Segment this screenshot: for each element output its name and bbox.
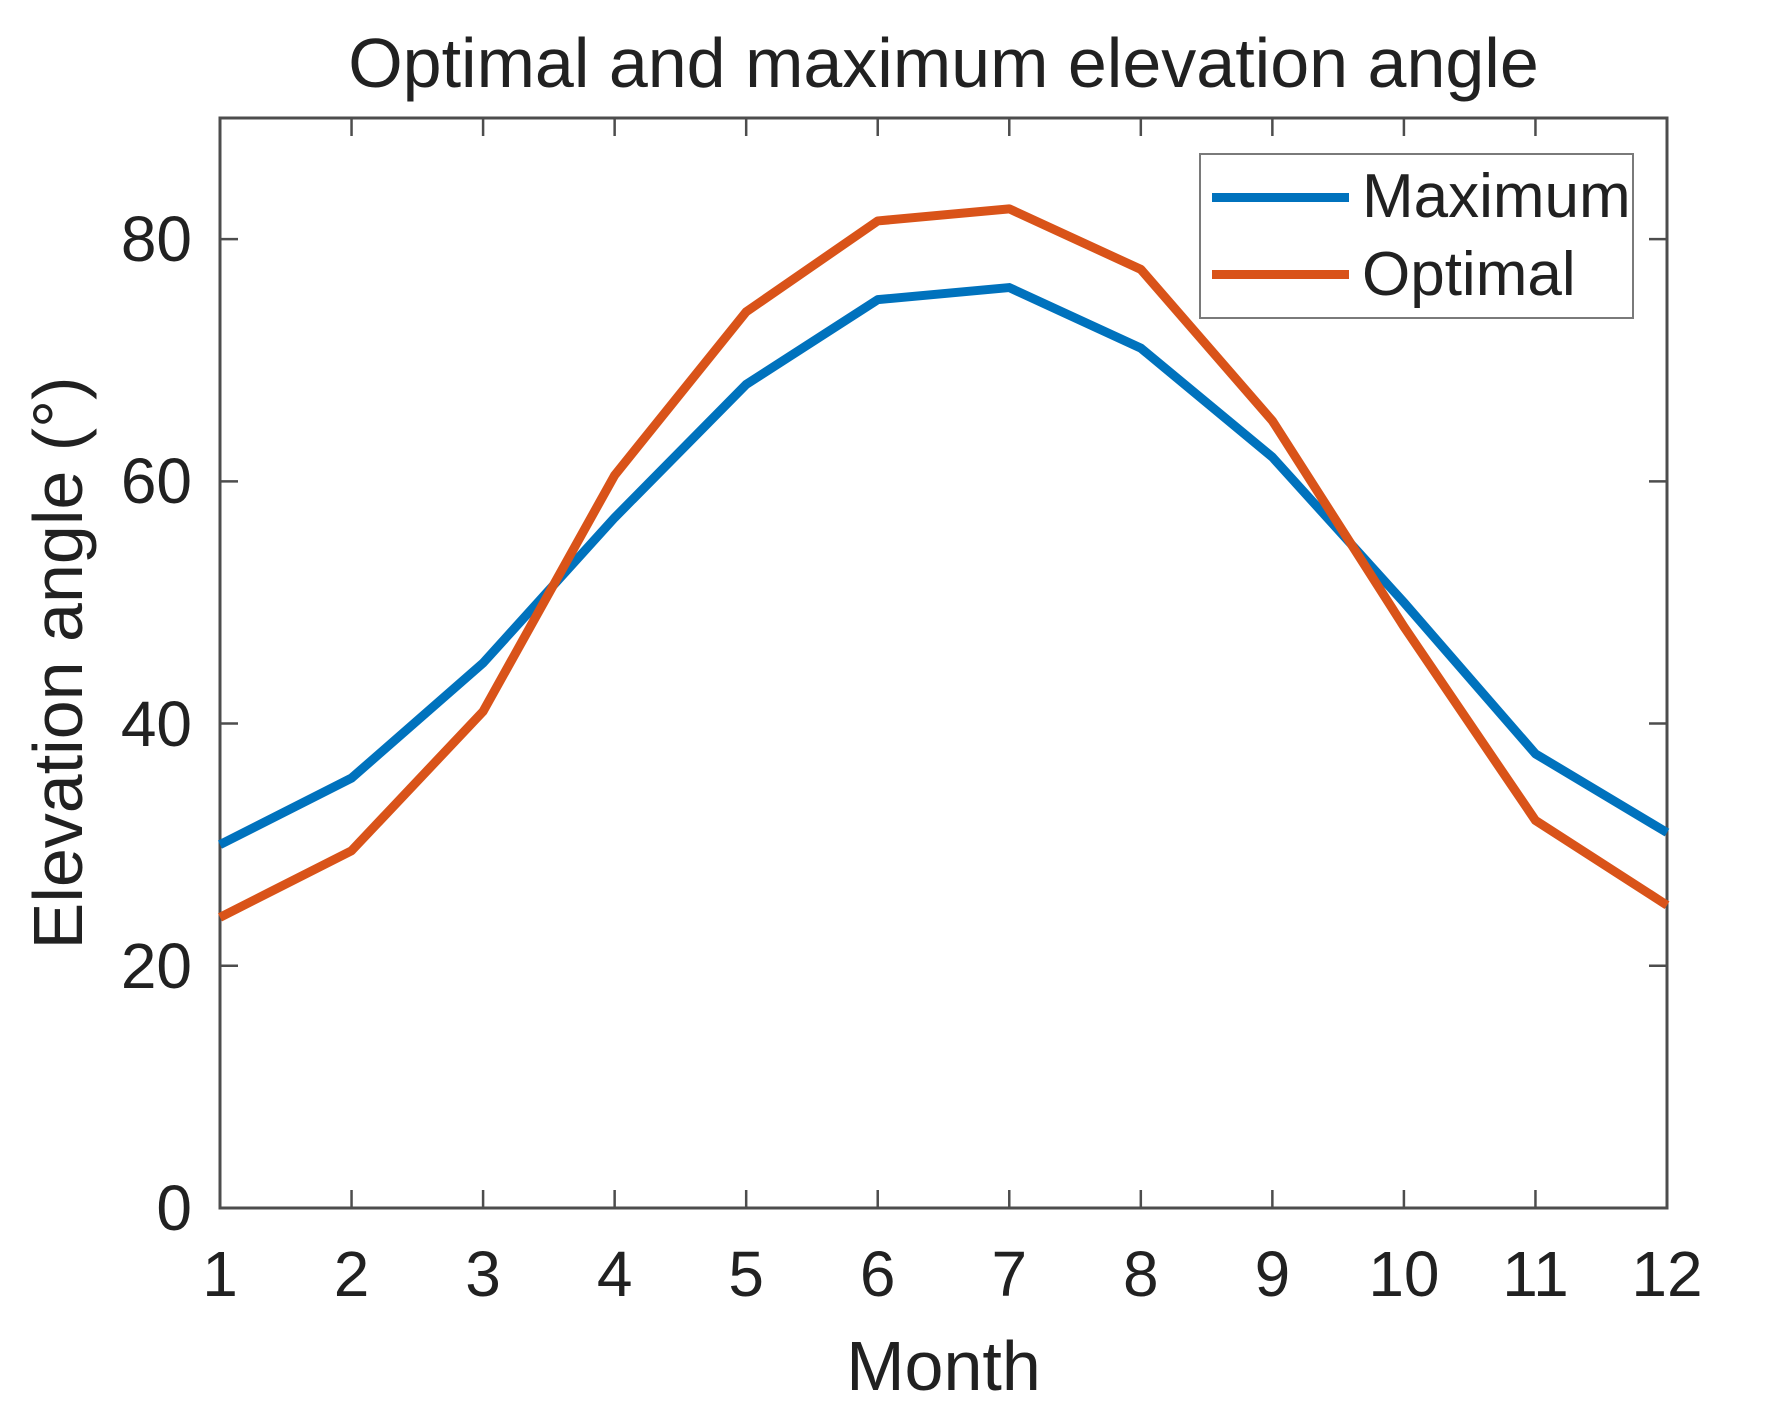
axes-frame — [218, 116, 1669, 1210]
x-tick-label: 7 — [991, 1238, 1028, 1310]
legend-entry-maximum: Maximum — [1201, 162, 1632, 232]
x-tick-label: 4 — [596, 1238, 633, 1310]
x-tick-label: 2 — [333, 1238, 370, 1310]
optimal-line-swatch — [1212, 270, 1349, 280]
optimal-line — [217, 204, 1670, 922]
legend-label-optimal: Optimal — [1362, 239, 1576, 309]
y-tick-label: 80 — [120, 203, 192, 276]
x-tick-label: 1 — [202, 1238, 238, 1310]
x-tick-label: 5 — [728, 1238, 764, 1310]
chart-title: Optimal and maximum elevation angle — [348, 24, 1539, 102]
legend-label-maximum: Maximum — [1362, 162, 1631, 232]
x-tick-label: 8 — [1123, 1238, 1159, 1310]
x-tick-label: 10 — [1368, 1238, 1440, 1310]
legend-entry-optimal: Optimal — [1201, 240, 1632, 310]
y-tick-label: 0 — [156, 1172, 192, 1244]
x-tick-label: 6 — [859, 1238, 896, 1310]
maximum-line-swatch — [1212, 192, 1349, 202]
legend: Maximum Optimal — [1199, 153, 1634, 319]
x-axis-label: Month — [846, 1327, 1041, 1405]
y-tick-label: 40 — [120, 687, 192, 760]
x-tick-label: 12 — [1631, 1238, 1703, 1310]
x-tick-label: 9 — [1254, 1238, 1291, 1310]
y-tick-label: 60 — [120, 445, 192, 518]
y-tick-label: 20 — [120, 929, 192, 1002]
maximum-line — [217, 283, 1670, 849]
x-tick-label: 3 — [465, 1238, 501, 1310]
x-tick-label: 11 — [1502, 1238, 1569, 1310]
